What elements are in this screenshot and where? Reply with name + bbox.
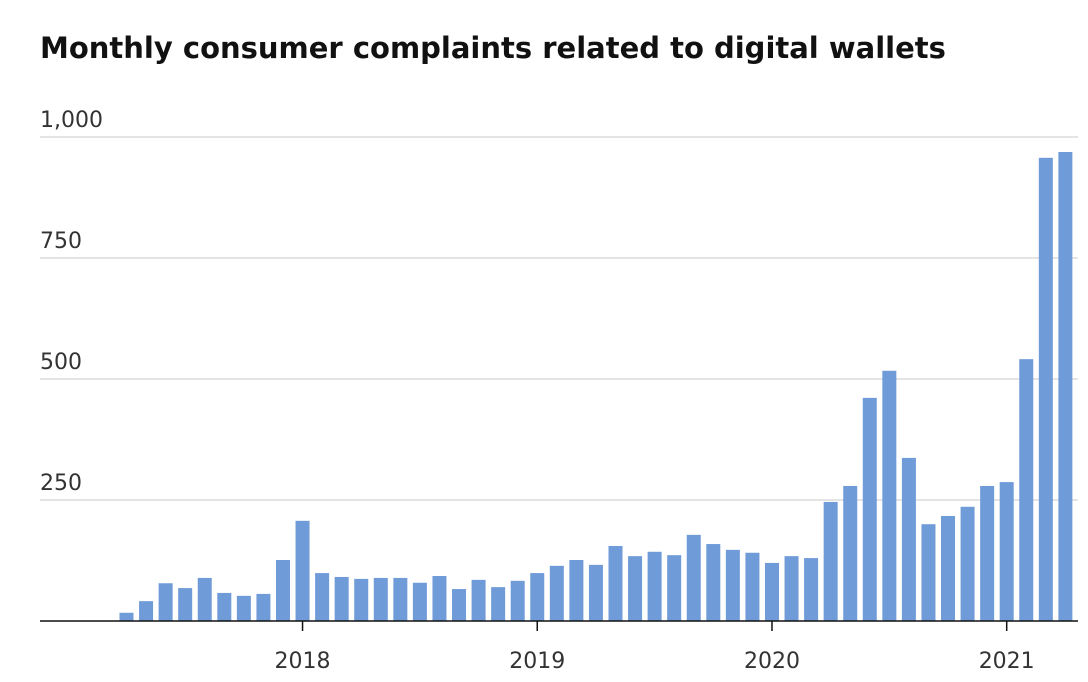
x-tick-label: 2020 xyxy=(744,649,800,674)
bar xyxy=(432,575,447,621)
bar xyxy=(471,579,486,621)
y-tick-label: 500 xyxy=(40,350,82,375)
bar xyxy=(217,592,232,621)
y-tick-label: 1,000 xyxy=(40,108,103,133)
x-tick-label: 2021 xyxy=(979,649,1035,674)
bar xyxy=(178,588,193,621)
bar xyxy=(980,485,995,621)
bar xyxy=(530,573,545,621)
bar xyxy=(647,551,662,621)
bar xyxy=(628,556,643,621)
x-tick-label: 2018 xyxy=(275,649,331,674)
bar xyxy=(588,564,603,621)
x-tick-label: 2019 xyxy=(509,649,565,674)
bar xyxy=(315,573,330,621)
bar xyxy=(119,612,134,621)
bar xyxy=(608,545,623,621)
bar xyxy=(686,534,701,621)
bar xyxy=(256,593,271,621)
bar xyxy=(1038,157,1053,621)
bar xyxy=(1019,359,1034,621)
y-tick-label: 750 xyxy=(40,229,82,254)
bars xyxy=(119,152,1073,621)
bar xyxy=(764,562,779,621)
bar xyxy=(941,515,956,621)
bar xyxy=(999,482,1014,621)
bar xyxy=(373,577,388,621)
bar xyxy=(706,544,721,621)
bar xyxy=(960,506,975,621)
bar xyxy=(275,560,290,621)
bar xyxy=(452,589,467,621)
bar xyxy=(393,577,408,621)
bar xyxy=(843,485,858,621)
bar xyxy=(295,520,310,621)
bar xyxy=(862,397,877,621)
bar xyxy=(491,587,506,621)
bar xyxy=(901,457,916,621)
bar xyxy=(725,549,740,621)
bar xyxy=(197,577,212,621)
bar xyxy=(667,555,682,621)
bar xyxy=(1058,152,1073,621)
bar xyxy=(354,578,369,621)
bar xyxy=(412,582,427,621)
bar xyxy=(784,556,799,621)
bar xyxy=(569,560,584,621)
bar xyxy=(158,583,173,621)
bar xyxy=(549,565,564,621)
bar xyxy=(804,558,819,621)
bar xyxy=(139,601,154,621)
chart-title: Monthly consumer complaints related to d… xyxy=(40,31,946,65)
bar xyxy=(236,595,251,621)
bar xyxy=(921,524,936,621)
y-tick-label: 250 xyxy=(40,471,82,496)
bar xyxy=(882,370,897,621)
bar xyxy=(745,552,760,621)
grid: 250 500 750 1,000 xyxy=(40,108,1078,501)
bar xyxy=(334,576,349,621)
bar xyxy=(510,580,525,621)
x-axis: 2018 2019 2020 2021 xyxy=(275,621,1035,674)
bar xyxy=(823,501,838,621)
